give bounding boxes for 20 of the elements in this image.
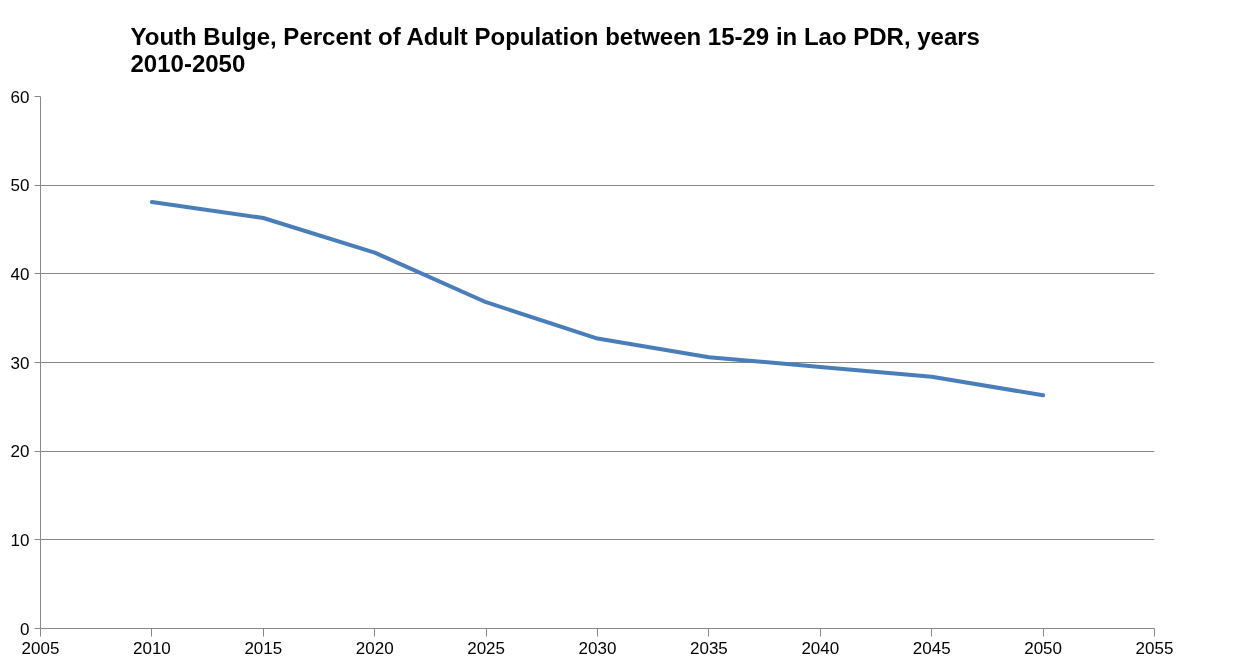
x-tick-label: 2010 bbox=[132, 638, 171, 658]
y-tick-label: 40 bbox=[10, 264, 30, 284]
x-tick-label: 2030 bbox=[578, 638, 617, 658]
y-tick-label: 20 bbox=[10, 442, 30, 462]
line-series bbox=[149, 200, 1046, 398]
x-tick-label: 2045 bbox=[912, 638, 951, 658]
y-tick-label: 0 bbox=[20, 619, 30, 639]
x-tick-label: 2025 bbox=[467, 638, 506, 658]
x-tick-label: 2015 bbox=[244, 638, 283, 658]
y-tick-label: 10 bbox=[10, 530, 30, 550]
y-tick-label: 30 bbox=[10, 353, 30, 373]
y-tick-label: 50 bbox=[10, 176, 30, 196]
x-tick-label: 2050 bbox=[1024, 638, 1063, 658]
x-tick-label: 2040 bbox=[801, 638, 840, 658]
x-tick-label: 2005 bbox=[21, 638, 60, 658]
chart-title: Youth Bulge, Percent of Adult Population between 15-29 in Lao PDR, years 2010-2050 bbox=[130, 22, 980, 77]
y-tick-label: 60 bbox=[10, 87, 30, 107]
x-tick-label: 2055 bbox=[1135, 638, 1174, 658]
x-tick-label: 2020 bbox=[355, 638, 394, 658]
x-tick-label: 2035 bbox=[689, 638, 728, 658]
